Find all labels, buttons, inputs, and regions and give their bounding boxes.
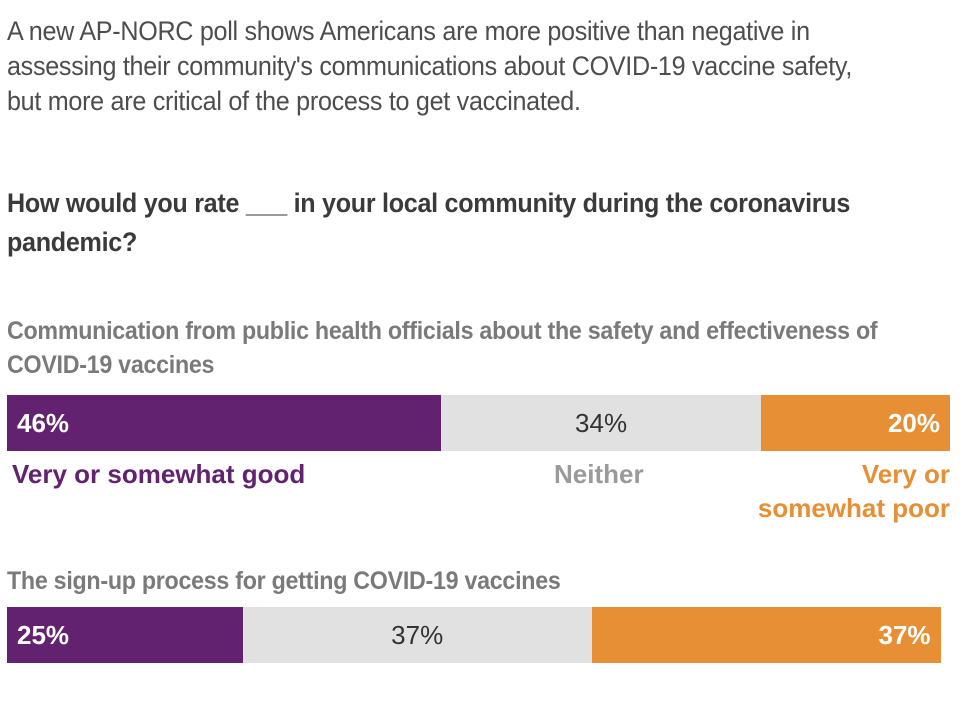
bar-segment-neither-0 (440, 395, 762, 451)
bar-segment-good-0 (7, 395, 441, 451)
bar-segment-poor-1 (591, 607, 941, 663)
data-label-neither-1: 37% (391, 620, 444, 650)
data-label-good-0: 46% (17, 408, 70, 438)
data-label-neither-0: 34% (575, 408, 628, 438)
item-label-signup: The sign-up process for getting COVID-19… (7, 567, 561, 595)
bar-segment-neither-1 (242, 607, 592, 663)
data-label-poor-0: 20% (887, 408, 940, 438)
stacked-bar-communication: 46% 34% 20% (7, 395, 950, 451)
legend-neither: Neither (554, 459, 644, 489)
intro-text: A new AP-NORC poll shows Americans are m… (7, 16, 853, 116)
question-text: How would you rate ___ in your local com… (7, 188, 851, 257)
item-label-communication: Communication from public health officia… (7, 317, 878, 379)
bar-segment-poor-0 (761, 395, 950, 451)
data-label-poor-1: 37% (878, 620, 931, 650)
legend-good: Very or somewhat good (12, 459, 306, 489)
stacked-bar-signup: 25% 37% 37% (7, 607, 941, 663)
bar-segment-good-1 (7, 607, 243, 663)
data-label-good-1: 25% (17, 620, 70, 650)
legend-poor: Very or somewhat poor (757, 459, 950, 523)
